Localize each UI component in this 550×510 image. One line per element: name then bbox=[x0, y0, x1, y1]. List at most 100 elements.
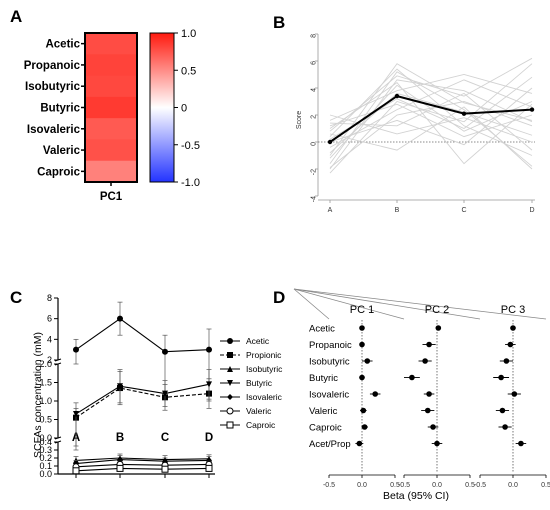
forest-plot-panel: Acetic Propanoic Isobutyric Butyric Isovaler… bbox=[293, 288, 550, 502]
legend: Acetic Propionic Isobutyric Butyric Isovaler… bbox=[220, 336, 283, 430]
series-line bbox=[75, 317, 210, 353]
beta-point bbox=[364, 358, 371, 364]
individual-line bbox=[329, 57, 533, 132]
subplot-title: PC 1 bbox=[350, 304, 374, 316]
heatmap-cell bbox=[85, 75, 137, 98]
heatmap-row-label: Acetic bbox=[45, 39, 80, 51]
heatmap-cell bbox=[85, 96, 137, 119]
axis-break-mark bbox=[54, 440, 62, 444]
legend-label: Isovaleric bbox=[246, 392, 283, 402]
beta-point bbox=[507, 341, 514, 348]
x-tick-label: B bbox=[395, 207, 400, 214]
series-propionic bbox=[73, 371, 212, 451]
series-caproic bbox=[72, 464, 213, 475]
y-tick-label: 1.0 bbox=[39, 396, 52, 406]
heatmap-row-label: Butyric bbox=[40, 103, 80, 115]
heatmap-row-labels: Acetic Propanoic Isobutyric Butyric Isovaler… bbox=[24, 39, 85, 178]
connector-line bbox=[293, 288, 547, 320]
marker bbox=[161, 465, 169, 473]
panel-letter-c: C bbox=[10, 288, 22, 307]
legend-label: Caproic bbox=[246, 420, 276, 430]
beta-point bbox=[511, 391, 518, 397]
heatmap-cells bbox=[84, 32, 138, 186]
marker bbox=[162, 348, 168, 355]
beta-point bbox=[510, 325, 516, 331]
row-label: Propanoic bbox=[309, 340, 352, 351]
score-line-panel: Score -4 -2 0 2 4 6 8 A B C D bbox=[296, 33, 535, 214]
beta-point bbox=[503, 358, 510, 364]
marker bbox=[72, 467, 80, 475]
row-label: Isovaleric bbox=[309, 390, 349, 401]
beta-point bbox=[359, 341, 365, 348]
series-line bbox=[75, 387, 210, 419]
marker bbox=[227, 352, 233, 358]
individual-line bbox=[329, 81, 533, 165]
beta-point bbox=[361, 424, 368, 430]
y-tick-label: 0.5 bbox=[39, 415, 52, 425]
y-tick-label: 8 bbox=[47, 293, 52, 303]
series-acetic bbox=[73, 301, 212, 402]
subplot-title: PC 2 bbox=[425, 304, 449, 316]
beta-point bbox=[435, 325, 442, 331]
marker bbox=[73, 346, 79, 353]
x-tick-label: 0.0 bbox=[508, 482, 518, 489]
row-label: Acet/Prop bbox=[309, 439, 351, 450]
individual-line bbox=[329, 92, 533, 151]
marker bbox=[206, 381, 212, 388]
series-line bbox=[75, 457, 210, 461]
panel-letter-b: B bbox=[273, 13, 285, 32]
y-tick-label: 0.2 bbox=[39, 453, 52, 463]
y-tick-label: 0.3 bbox=[39, 445, 52, 455]
colorbar-tick-label: -1.0 bbox=[181, 177, 200, 189]
scfa-concentration-panel: SCFAs concentration (mM) 0.00.10.20.30.4… bbox=[32, 293, 283, 479]
y-tick-label: 0.4 bbox=[39, 437, 52, 447]
y-tick-label: -2 bbox=[311, 169, 318, 175]
y-tick-label: 6 bbox=[47, 314, 52, 324]
y-tick-label: 0.0 bbox=[39, 469, 52, 479]
colorbar-tick-label: 0 bbox=[181, 103, 187, 115]
beta-point bbox=[359, 374, 365, 381]
heatmap-row-label: Propanoic bbox=[24, 60, 81, 72]
mean-line bbox=[327, 93, 535, 145]
mean-point bbox=[394, 93, 400, 99]
y-tick-label: 6 bbox=[311, 61, 318, 65]
beta-point bbox=[356, 440, 363, 447]
y-axis-title: Score bbox=[296, 111, 303, 129]
series-line bbox=[75, 467, 210, 472]
axis-break-mark bbox=[54, 358, 62, 362]
series-butyric bbox=[73, 369, 212, 447]
heatmap-row-label: Valeric bbox=[43, 145, 81, 157]
y-tick-label: 1.5 bbox=[39, 378, 52, 388]
marker bbox=[227, 380, 233, 386]
colorbar-ticks: 1.0 0.5 0 -0.5 -1.0 bbox=[174, 28, 200, 189]
y-tick-label: -4 bbox=[311, 196, 318, 202]
colorbar-tick-label: -0.5 bbox=[181, 140, 200, 152]
x-tick-label: C bbox=[461, 207, 466, 214]
series bbox=[72, 301, 213, 475]
individual-line bbox=[329, 63, 533, 174]
forest-subplot: PC 3 -0.5 0.0 0.5 bbox=[474, 304, 550, 489]
mean-point bbox=[327, 139, 333, 145]
beta-point bbox=[372, 391, 379, 397]
x-tick-label: -0.5 bbox=[474, 482, 486, 489]
heatmap-cell bbox=[85, 118, 137, 140]
x-tick-label: -0.5 bbox=[323, 482, 335, 489]
y-tick-label: 8 bbox=[311, 34, 318, 38]
panel-letter-d: D bbox=[273, 288, 285, 307]
x-tick-label: 0.5 bbox=[390, 482, 400, 489]
heatmap-row-label: Isovaleric bbox=[27, 124, 81, 136]
mean-point bbox=[461, 111, 467, 116]
series-isobutyric bbox=[73, 453, 212, 465]
individual-line bbox=[329, 68, 533, 156]
series-line bbox=[75, 383, 210, 415]
individual-line bbox=[329, 106, 533, 170]
beta-point bbox=[498, 374, 504, 381]
individual-line bbox=[329, 103, 533, 138]
x-tick-label: 0.5 bbox=[465, 482, 475, 489]
individual-lines bbox=[329, 57, 533, 174]
legend-label: Acetic bbox=[246, 336, 270, 346]
legend-label: Propionic bbox=[246, 350, 282, 360]
heatmap-row-label: Caproic bbox=[37, 166, 80, 178]
